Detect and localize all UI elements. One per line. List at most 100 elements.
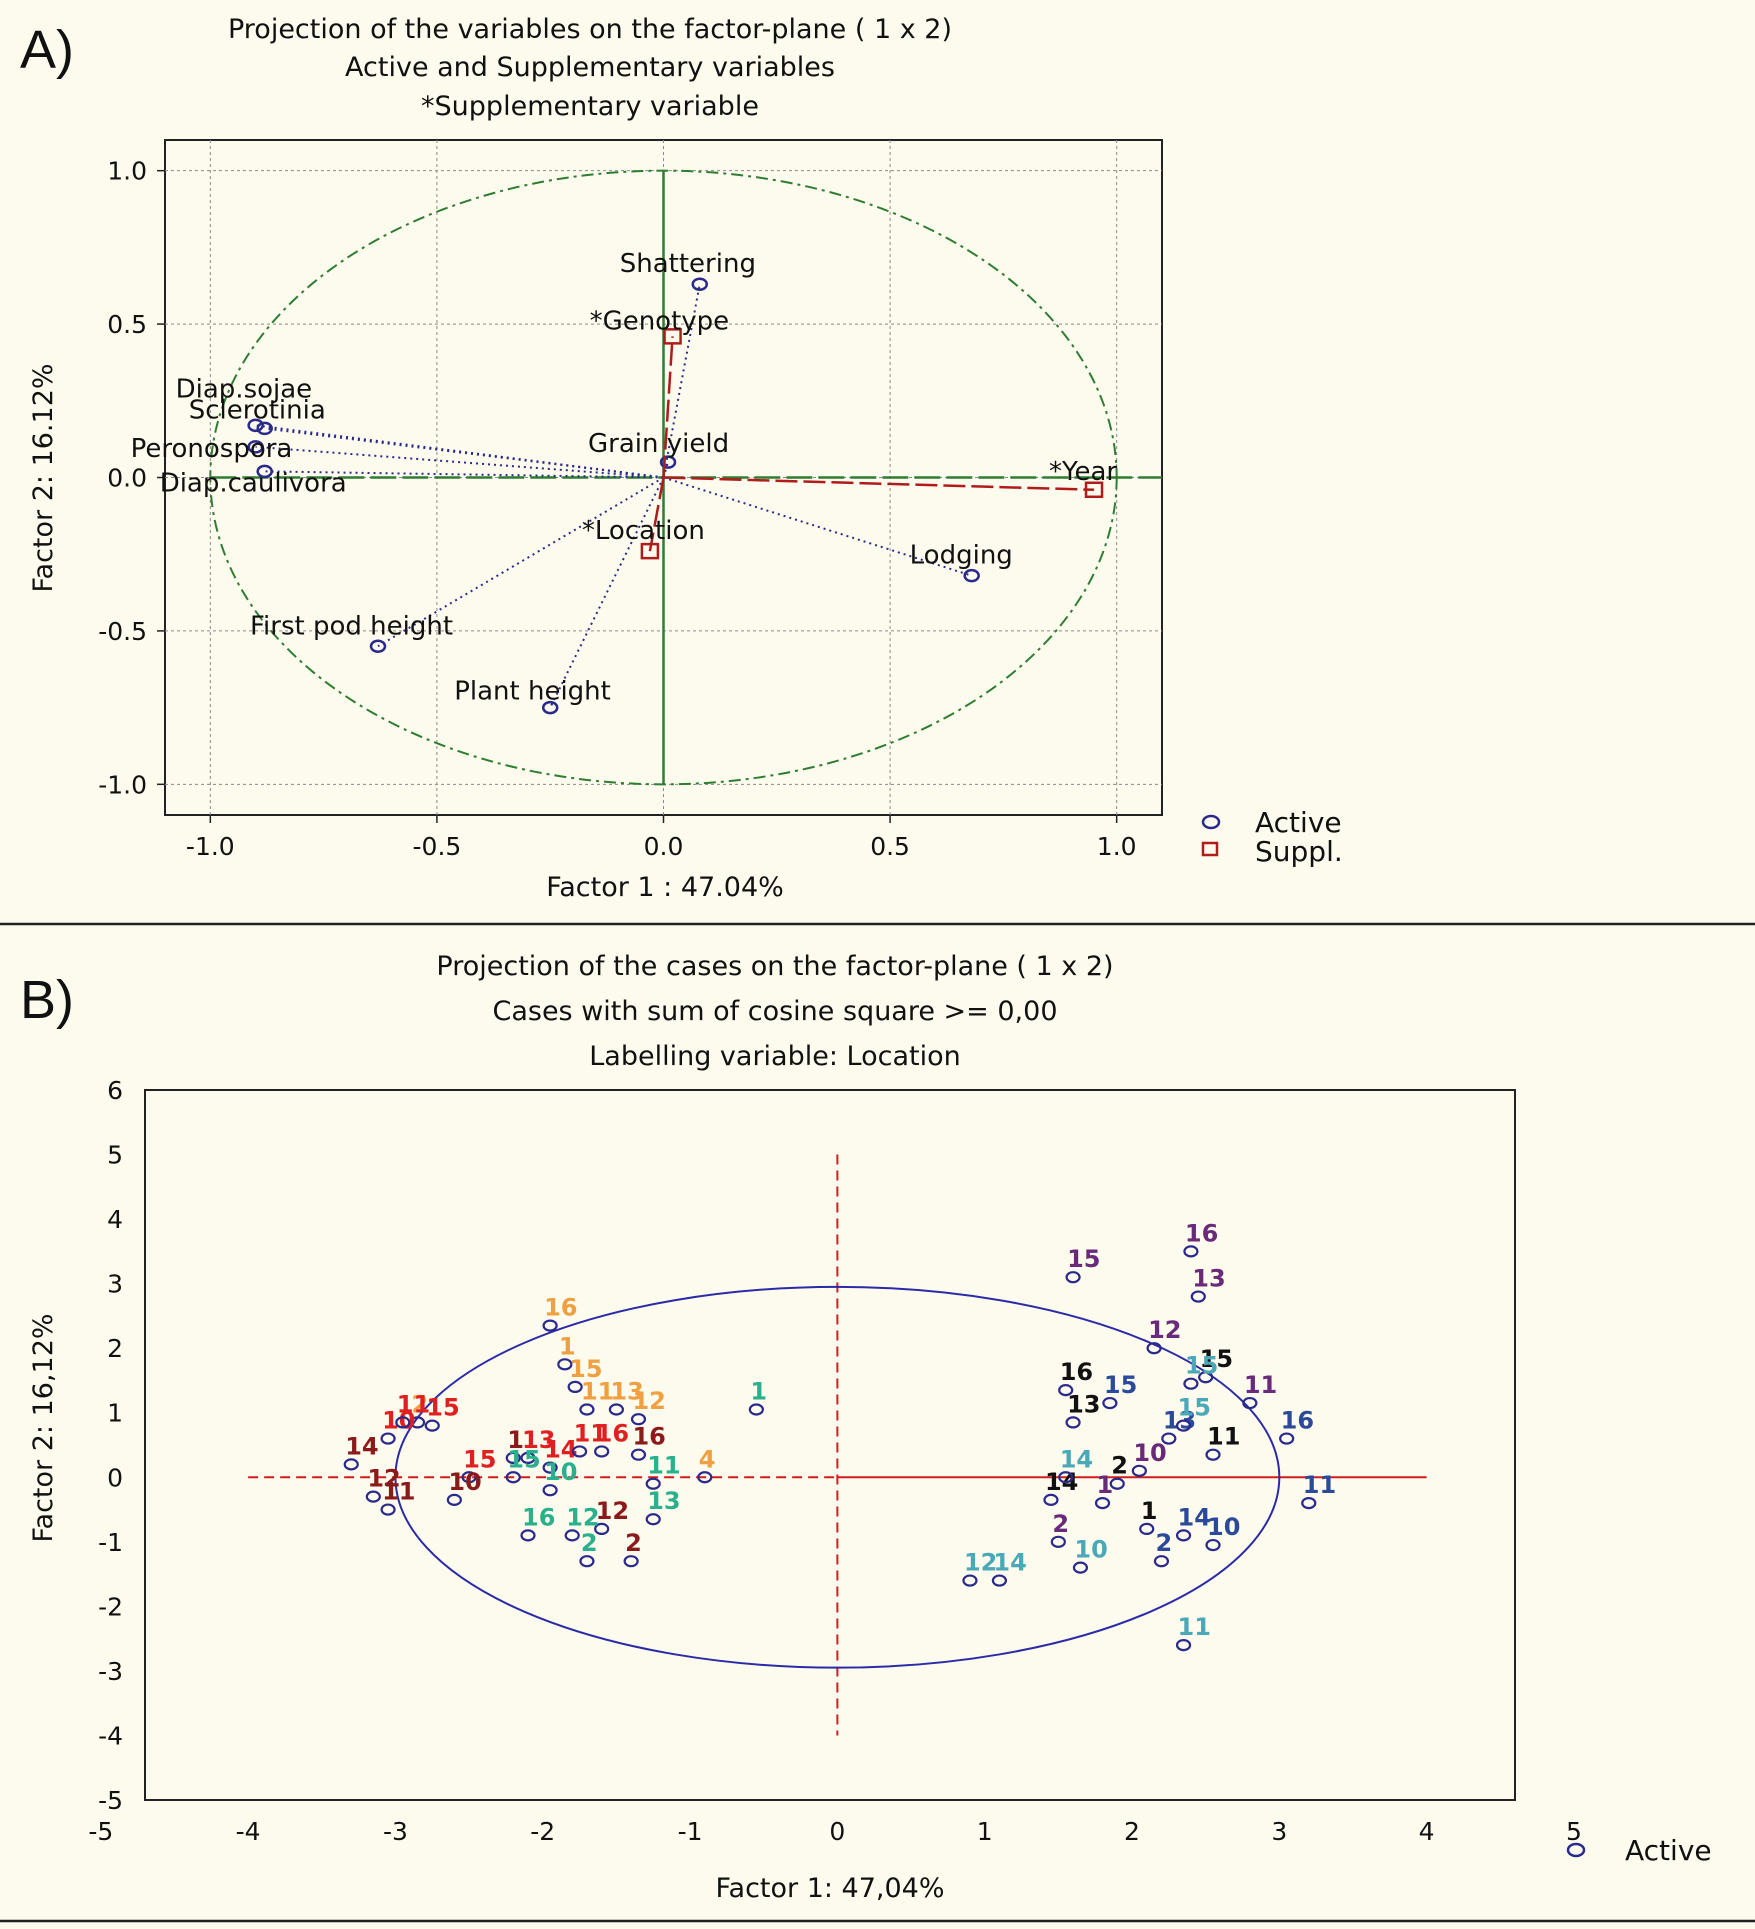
- panel-b-x-tick-label: -4: [236, 1817, 261, 1846]
- panel-b-y-tick-label: -5: [98, 1786, 123, 1815]
- panel-b-case-marker: [697, 1471, 713, 1484]
- panel-b-case-marker: [1175, 1419, 1192, 1432]
- panel-b-case-marker: [1183, 1377, 1199, 1390]
- panel-a-plot: -1.0 -0.5 0.0 0.5 1.0 -1.0 -0.5 0.0 0.5 1.0 Shatte…: [98, 139, 1163, 861]
- panel-b-case-label: 16: [1185, 1219, 1218, 1247]
- panel-a-vector-line: [662, 461, 669, 478]
- panel-b-case-label: 13: [522, 1426, 555, 1454]
- panel-a-suppl-marker: [640, 542, 660, 560]
- panel-b-case-label: 15: [1067, 1245, 1100, 1273]
- panel-a-vector-line: [255, 445, 664, 479]
- panel-a-vector-line: [662, 284, 701, 478]
- panel-b-case-label: 12: [964, 1549, 997, 1577]
- panel-b-case-label: 1: [507, 1426, 524, 1454]
- panel-b-case-label: 10: [1207, 1513, 1240, 1541]
- legend-suppl-marker: [1201, 841, 1219, 857]
- panel-b-x-tick-label: -3: [383, 1817, 408, 1846]
- panel-a-subtitle-1: Active and Supplementary variables: [345, 52, 835, 83]
- panel-b-case-marker: [1175, 1529, 1192, 1542]
- panel-b-subtitle-2: Labelling variable: Location: [589, 1041, 960, 1072]
- panel-b-case-marker: [1153, 1555, 1170, 1568]
- panel-a-x-tick-label: 0.5: [870, 832, 910, 861]
- panel-b-case-label: 12: [596, 1497, 629, 1525]
- panel-a-y-axis-label: Factor 2: 16.12%: [28, 363, 59, 592]
- panel-b-case-label: 2: [1052, 1510, 1069, 1538]
- panel-b-case-label: 11: [581, 1378, 614, 1406]
- panel-a-variable-label: *Genotype: [590, 306, 730, 336]
- panel-a-active-marker: [369, 639, 387, 653]
- panel-a-vector-line: [264, 427, 664, 479]
- panel-a-variable-label: Peronospora: [131, 434, 293, 464]
- panel-a-y-tick-label: -0.5: [98, 617, 147, 646]
- panel-a-variable-label: Grain yield: [588, 429, 729, 459]
- panel-b-case-marker: [395, 1416, 411, 1429]
- panel-b-case-label: 16: [632, 1423, 665, 1451]
- panel-b-y-tick-label: -1: [98, 1528, 123, 1557]
- panel-b-case-label: 10: [448, 1468, 481, 1496]
- panel-a-active-marker: [541, 700, 559, 715]
- panel-b-case-marker: [1050, 1535, 1066, 1548]
- panel-b-x-tick-label: 0: [829, 1817, 845, 1846]
- panel-b-case-marker: [1205, 1538, 1221, 1552]
- panel-b-case-marker: [594, 1445, 610, 1458]
- panel-b-y-axis-label: Factor 2: 16,12%: [28, 1313, 59, 1542]
- panel-b-case-label: 11: [382, 1478, 415, 1506]
- panel-b-case-label: 16: [1281, 1407, 1314, 1435]
- panel-a-y-tick-label: 0.5: [107, 310, 147, 339]
- panel-b-case-marker: [579, 1555, 595, 1568]
- panel-a-vector-line: [663, 476, 1095, 492]
- panel-a-vector-line: [264, 470, 664, 479]
- panel-a-active-marker: [256, 464, 273, 479]
- panel-b-x-tick-label: 5: [1566, 1817, 1582, 1846]
- panel-b-case-label: 16: [544, 1294, 577, 1322]
- panel-a-variable-label: Diap.sojae: [176, 374, 313, 404]
- panel-b-case-label: 11: [574, 1419, 607, 1447]
- panel-b-case-label: 2: [1111, 1452, 1128, 1480]
- panel-b-case-marker: [1043, 1493, 1059, 1506]
- panel-a-variable-label: Sclerotinia: [189, 395, 326, 425]
- panel-a-variable-label: First pod height: [250, 611, 453, 641]
- panel-b-case-label: 15: [569, 1355, 602, 1383]
- panel-b-case-marker: [594, 1522, 610, 1536]
- panel-a-active-marker: [691, 277, 709, 291]
- panel-b-case-marker: [630, 1448, 647, 1461]
- panel-b-case-label: 2: [412, 1390, 429, 1418]
- legend-suppl-label: Suppl.: [1255, 835, 1343, 868]
- panel-b-case-marker: [1065, 1271, 1081, 1284]
- panel-b-case-label: 1: [1097, 1471, 1114, 1499]
- panel-a-variable-label: Lodging: [910, 541, 1013, 571]
- panel-a-vector-line: [549, 477, 665, 709]
- panel-b-case-label: 14: [1178, 1503, 1211, 1531]
- panel-b-case-marker: [520, 1529, 536, 1542]
- legend-active-label: Active: [1625, 1834, 1712, 1867]
- panel-b-case-marker: [1065, 1416, 1081, 1429]
- panel-a-x-tick-label: 0.0: [644, 832, 684, 861]
- panel-a-x-tick-label: -1.0: [186, 832, 235, 861]
- panel-b-case-marker: [1175, 1638, 1192, 1652]
- panel-b-case-marker: [1058, 1471, 1074, 1484]
- panel-b-case-marker: [1139, 1522, 1155, 1536]
- panel-a-active-marker: [247, 440, 264, 454]
- panel-b-x-tick-label: 1: [977, 1817, 993, 1846]
- panel-b-case-label: 14: [993, 1549, 1026, 1577]
- panel-b-case-label: 15: [1185, 1352, 1218, 1380]
- panel-b-case-label: 1: [750, 1378, 767, 1406]
- panel-b-case-label: 11: [647, 1452, 680, 1480]
- panel-b-case-marker: [1072, 1561, 1089, 1574]
- panel-b-x-tick-label: -2: [530, 1817, 555, 1846]
- panel-b-case-label: 11: [1207, 1423, 1240, 1451]
- panel-b-case-label: 4: [699, 1445, 716, 1473]
- panel-b-case-marker: [564, 1529, 580, 1542]
- panel-b-x-tick-label: -5: [88, 1817, 113, 1846]
- panel-b-case-label: 15: [426, 1394, 459, 1422]
- panel-a-variable-label: *Year: [1049, 457, 1117, 487]
- panel-b-case-marker: [1102, 1396, 1118, 1410]
- panel-b-case-marker: [623, 1555, 639, 1568]
- panel-b-case-label: 15: [507, 1445, 540, 1473]
- panel-b-case-marker: [446, 1493, 462, 1506]
- panel-b-case-marker: [579, 1403, 595, 1416]
- panel-b-case-label: 2: [581, 1529, 598, 1557]
- panel-b-case-marker: [962, 1574, 978, 1587]
- panel-b-case-label: 13: [1192, 1265, 1225, 1293]
- panel-b-case-label: 1: [1141, 1497, 1158, 1525]
